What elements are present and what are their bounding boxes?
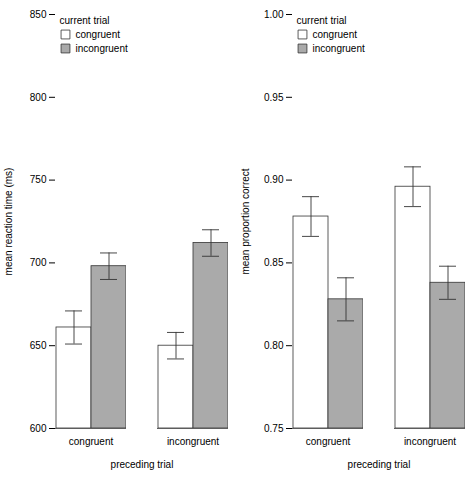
svg-text:congruent: congruent — [76, 29, 121, 40]
svg-text:0.80: 0.80 — [264, 340, 284, 351]
svg-text:650: 650 — [30, 340, 47, 351]
svg-text:800: 800 — [30, 92, 47, 103]
svg-text:750: 750 — [30, 174, 47, 185]
svg-text:current trial: current trial — [297, 15, 347, 26]
svg-text:0.95: 0.95 — [264, 92, 284, 103]
svg-text:congruent: congruent — [313, 29, 358, 40]
svg-text:incongruent: incongruent — [76, 43, 128, 54]
svg-text:mean reaction time (ms): mean reaction time (ms) — [3, 168, 14, 276]
svg-text:preceding trial: preceding trial — [348, 459, 411, 470]
svg-text:congruent: congruent — [69, 436, 114, 447]
svg-text:600: 600 — [30, 423, 47, 434]
svg-text:0.90: 0.90 — [264, 174, 284, 185]
svg-text:incongruent: incongruent — [167, 436, 219, 447]
svg-text:700: 700 — [30, 257, 47, 268]
svg-text:850: 850 — [30, 9, 47, 20]
svg-text:1.00: 1.00 — [264, 9, 284, 20]
svg-text:current trial: current trial — [60, 15, 110, 26]
svg-text:0.75: 0.75 — [264, 423, 284, 434]
svg-text:incongruent: incongruent — [313, 43, 365, 54]
svg-text:mean proportion correct: mean proportion correct — [240, 168, 251, 274]
svg-text:congruent: congruent — [306, 436, 351, 447]
svg-text:incongruent: incongruent — [404, 436, 456, 447]
svg-text:0.85: 0.85 — [264, 257, 284, 268]
svg-text:preceding trial: preceding trial — [111, 459, 174, 470]
